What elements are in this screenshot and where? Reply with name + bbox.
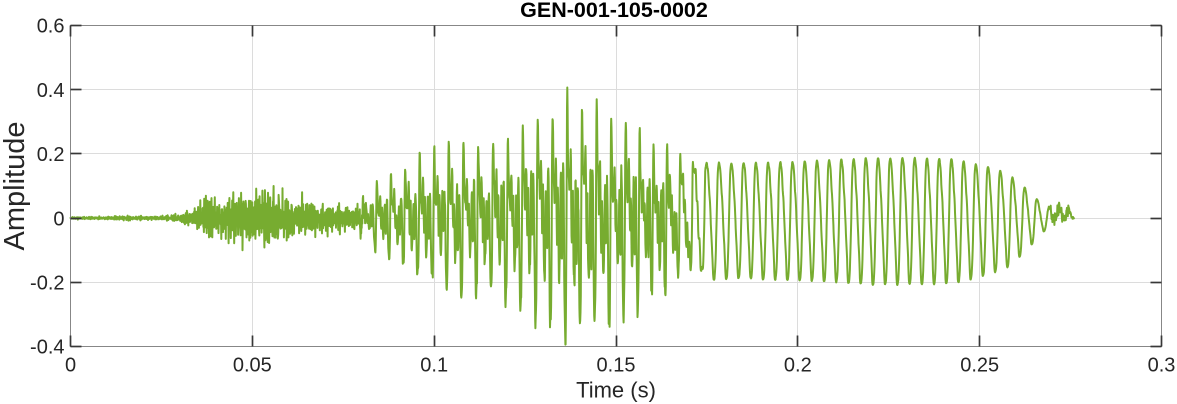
- svg-text:0.2: 0.2: [37, 144, 65, 166]
- svg-text:Amplitude: Amplitude: [0, 122, 31, 251]
- svg-text:0.4: 0.4: [37, 80, 65, 102]
- svg-text:0.15: 0.15: [597, 355, 636, 377]
- svg-text:0: 0: [53, 208, 64, 230]
- svg-text:0.2: 0.2: [784, 355, 812, 377]
- svg-text:-0.2: -0.2: [30, 273, 64, 295]
- svg-text:0.1: 0.1: [420, 355, 448, 377]
- svg-text:0: 0: [65, 355, 76, 377]
- svg-text:GEN-001-105-0002: GEN-001-105-0002: [520, 0, 708, 22]
- svg-text:Time (s): Time (s): [576, 377, 656, 402]
- svg-text:0.6: 0.6: [37, 16, 65, 38]
- svg-text:-0.4: -0.4: [30, 337, 64, 359]
- svg-text:0.3: 0.3: [1148, 355, 1176, 377]
- svg-text:0.05: 0.05: [233, 355, 272, 377]
- svg-text:0.25: 0.25: [960, 355, 999, 377]
